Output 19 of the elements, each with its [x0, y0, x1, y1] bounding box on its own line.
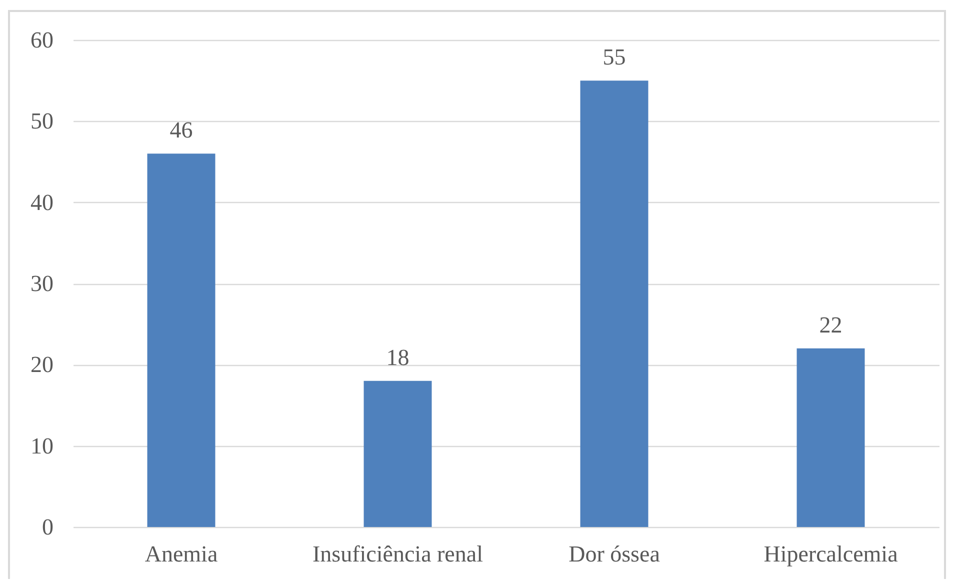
data-label: 55: [602, 44, 626, 70]
y-tick-label: 30: [30, 271, 54, 296]
y-tick-label: 20: [30, 352, 54, 378]
y-tick-label: 10: [30, 433, 54, 458]
x-tick-label: Insuficiência renal: [312, 542, 483, 566]
x-tick-label: Anemia: [144, 542, 218, 566]
bar: [147, 154, 216, 527]
data-label: 18: [386, 344, 410, 370]
x-tick-label: Hipercalcemia: [764, 542, 898, 566]
y-tick-label: 60: [30, 28, 54, 52]
data-label: 22: [819, 312, 842, 338]
y-tick-label: 0: [42, 514, 54, 540]
data-label: 46: [170, 118, 193, 143]
y-tick-label: 40: [30, 190, 54, 215]
bar: [580, 80, 648, 527]
bar: [364, 380, 432, 527]
bar: [796, 348, 865, 527]
x-tick-label: Dor óssea: [568, 542, 660, 566]
y-tick-label: 50: [30, 108, 54, 134]
